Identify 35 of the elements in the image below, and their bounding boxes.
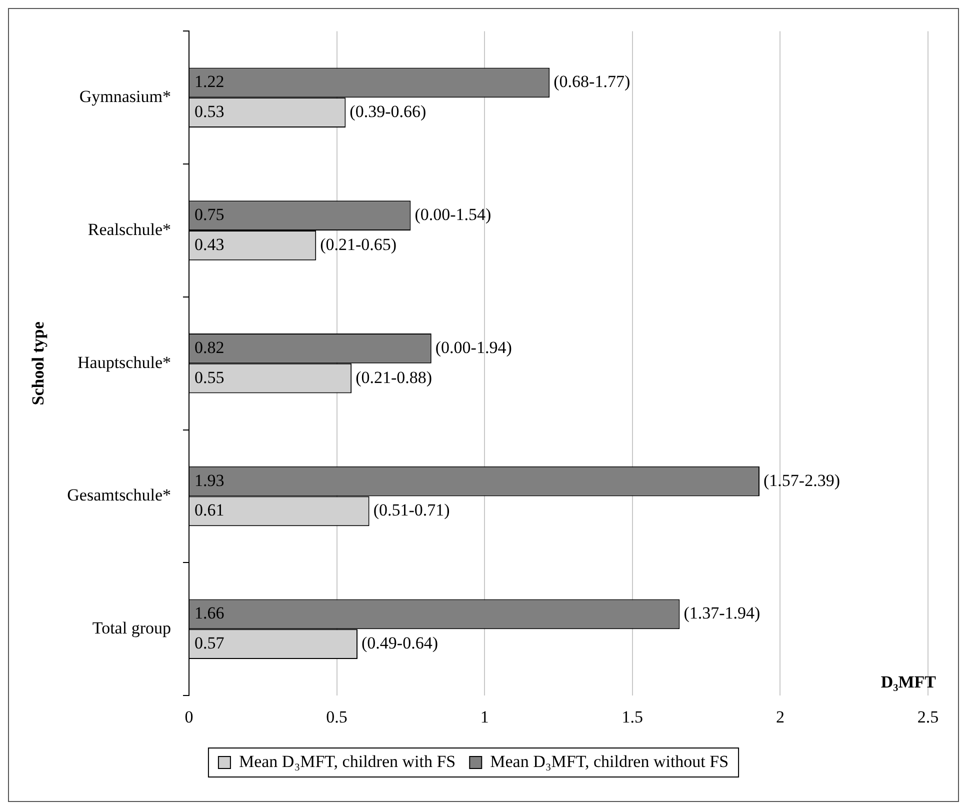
x-tick-label: 1 <box>480 707 489 726</box>
data-label: 0.75 <box>194 205 224 224</box>
x-tick-label: 1.5 <box>622 707 644 726</box>
annotation: (0.51-0.71) <box>373 500 450 520</box>
y-tick-label: Hauptschule* <box>78 352 171 372</box>
y-tick-label: Gymnasium* <box>79 87 171 106</box>
legend-label: Mean D₃MFT, children with FS <box>238 752 456 771</box>
x-tick-label: 0 <box>184 707 194 726</box>
data-label: 1.93 <box>194 470 224 490</box>
data-label: 0.82 <box>194 338 224 357</box>
legend-label: Mean D₃MFT, children without FS <box>490 752 729 771</box>
data-label: 0.53 <box>194 102 224 122</box>
annotation: (0.21-0.88) <box>356 368 432 387</box>
data-label: 1.66 <box>194 604 224 623</box>
data-label: 0.57 <box>194 634 225 653</box>
annotation: (0.00-1.54) <box>414 205 492 224</box>
annotation: (0.00-1.94) <box>435 338 512 357</box>
x-tick-label: 2.5 <box>917 707 939 726</box>
data-label: 0.55 <box>194 368 224 387</box>
data-label: 0.43 <box>194 234 224 254</box>
y-tick-label: Gesamtschule* <box>67 486 171 505</box>
annotation: (0.39-0.66) <box>350 102 426 122</box>
annotation: (0.21-0.65) <box>320 234 397 254</box>
y-tick-label: Realschule* <box>88 220 171 239</box>
data-label: 0.61 <box>194 500 224 520</box>
data-label: 1.22 <box>194 72 224 92</box>
y-axis-title: School type <box>28 321 48 406</box>
annotation: (1.57-2.39) <box>764 470 840 490</box>
x-axis-title: D₃MFT <box>880 672 937 692</box>
annotation: (0.68-1.77) <box>554 72 630 92</box>
x-tick-label: 0.5 <box>326 707 348 726</box>
annotation: (1.37-1.94) <box>684 604 760 623</box>
y-tick-label: Total group <box>92 618 171 638</box>
annotation: (0.49-0.64) <box>361 634 438 653</box>
x-tick-label: 2 <box>776 707 784 726</box>
